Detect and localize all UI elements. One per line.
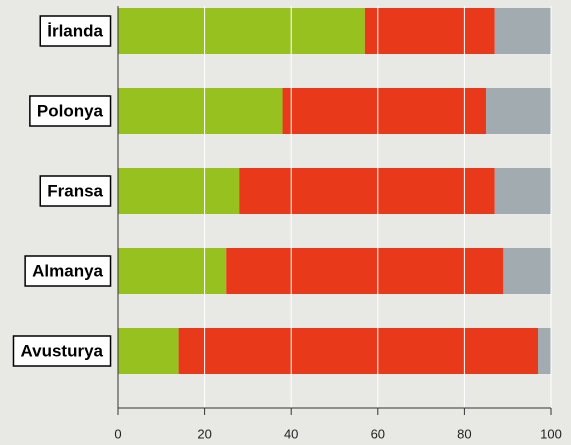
category-label: Fransa — [47, 181, 103, 200]
label-box — [12, 335, 112, 367]
bar-segment — [503, 248, 551, 294]
category-label: Polonya — [37, 101, 104, 120]
x-tick-label: 60 — [371, 426, 385, 441]
category-label: Avusturya — [20, 341, 103, 360]
bar-segment — [118, 248, 227, 294]
bar-segment — [118, 328, 179, 374]
bar-segment — [494, 8, 551, 54]
label-box — [39, 175, 112, 207]
category-label: Almanya — [32, 261, 103, 280]
label-box — [39, 15, 112, 47]
x-tick-label: 80 — [457, 426, 471, 441]
label-box — [24, 255, 112, 287]
bar-segment — [226, 248, 504, 294]
x-tick-label: 20 — [197, 426, 211, 441]
x-tick-label: 100 — [540, 426, 562, 441]
bar-segment — [364, 8, 495, 54]
bar-segment — [494, 168, 551, 214]
x-tick-label: 40 — [284, 426, 298, 441]
category-label: İrlanda — [47, 21, 103, 40]
label-box — [29, 95, 112, 127]
x-tick-label: 0 — [114, 426, 121, 441]
bar-segment — [178, 328, 539, 374]
bar-segment — [486, 88, 551, 134]
bar-segment — [118, 168, 240, 214]
bar-segment — [282, 88, 487, 134]
bar-segment — [118, 8, 365, 54]
bar-segment — [118, 88, 283, 134]
bar-segment — [239, 168, 495, 214]
bar-segment — [538, 328, 551, 374]
